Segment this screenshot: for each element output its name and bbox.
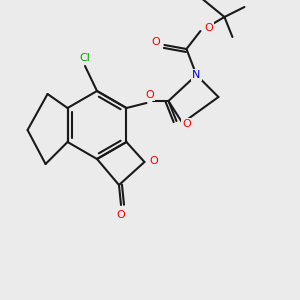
Text: Cl: Cl <box>80 53 90 63</box>
Text: O: O <box>151 37 160 47</box>
Text: O: O <box>204 23 213 33</box>
Text: O: O <box>117 210 125 220</box>
Text: O: O <box>182 119 191 129</box>
Text: O: O <box>149 156 158 166</box>
Text: N: N <box>192 70 201 80</box>
Text: O: O <box>145 90 154 100</box>
